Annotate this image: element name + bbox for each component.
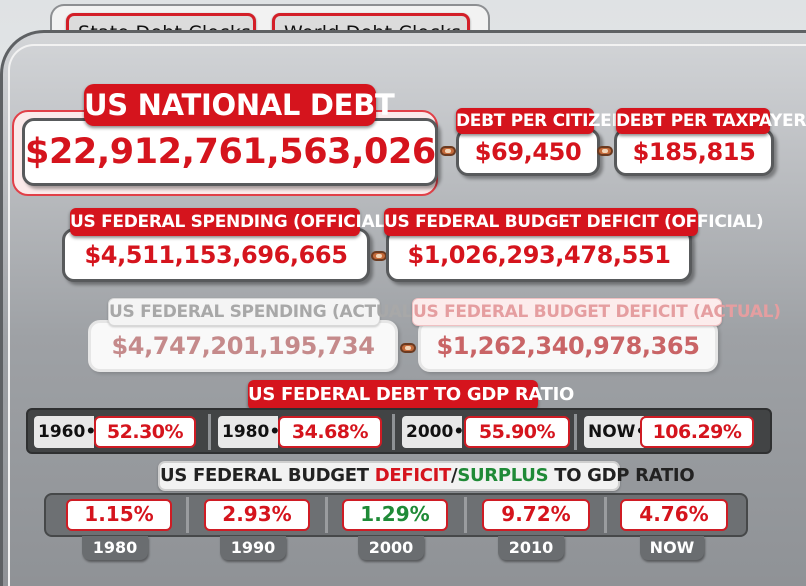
deficit-surplus-value[interactable]: 9.72% [482, 499, 590, 531]
deficit-surplus-to-gdp-label: US FEDERAL BUDGET DEFICIT/SURPLUS TO GDP… [158, 461, 695, 491]
debt-to-gdp-value: 52.30% [94, 416, 196, 448]
debt-to-gdp-year: 1960• [34, 416, 96, 448]
divider [208, 414, 211, 450]
divider [186, 497, 189, 533]
deficit-actual-value[interactable]: $1,262,340,978,365 [418, 320, 718, 372]
divider [325, 497, 328, 533]
connector-icon [597, 146, 613, 156]
debt-to-gdp-label: US FEDERAL DEBT TO GDP RATIO [248, 380, 574, 410]
debt-per-citizen-value[interactable]: $69,450 [456, 128, 600, 176]
debt-to-gdp-value: 106.29% [640, 416, 754, 448]
spending-actual-value[interactable]: $4,747,201,195,734 [88, 320, 398, 372]
spending-official-value[interactable]: $4,511,153,696,665 [62, 228, 370, 282]
deficit-surplus-value[interactable]: 1.15% [66, 499, 172, 531]
debt-to-gdp-value: 34.68% [278, 416, 382, 448]
debt-per-taxpayer-value[interactable]: $185,815 [614, 128, 774, 176]
divider [604, 497, 607, 533]
debt-to-gdp-year: 1980• [218, 416, 280, 448]
national-debt-label: US NATIONAL DEBT [84, 84, 395, 126]
debt-per-taxpayer-label: DEBT PER TAXPAYER [616, 108, 806, 134]
deficit-surplus-value[interactable]: 4.76% [620, 499, 728, 531]
debt-to-gdp-item[interactable]: 2000• 55.90% [396, 414, 576, 450]
deficit-surplus-year: 2000 [358, 536, 424, 560]
deficit-surplus-year: 2010 [498, 536, 564, 560]
deficit-actual-label: US FEDERAL BUDGET DEFICIT (ACTUAL) [412, 298, 781, 326]
connector-icon [400, 343, 416, 353]
connector-icon [440, 146, 456, 156]
national-debt-value[interactable]: $22,912,761,563,026 [22, 118, 438, 186]
clock-frame-inner [8, 44, 806, 586]
divider [392, 414, 395, 450]
deficit-official-value[interactable]: $1,026,293,478,551 [386, 228, 692, 282]
debt-to-gdp-year: 2000• [402, 416, 464, 448]
deficit-surplus-strip: 1.15% 2.93% 1.29% 9.72% 4.76% [44, 493, 748, 537]
debt-to-gdp-strip: 1960• 52.30% 1980• 34.68% 2000• 55.90% N… [26, 408, 772, 454]
debt-to-gdp-year: NOW• [584, 416, 646, 448]
debt-to-gdp-item[interactable]: 1960• 52.30% [28, 414, 208, 450]
debt-to-gdp-item[interactable]: 1980• 34.68% [212, 414, 392, 450]
spending-actual-label: US FEDERAL SPENDING (ACTUAL) [108, 298, 420, 326]
debt-to-gdp-value: 55.90% [464, 416, 570, 448]
connector-icon [371, 251, 387, 261]
divider [574, 414, 577, 450]
deficit-surplus-year: 1980 [82, 536, 148, 560]
spending-official-label: US FEDERAL SPENDING (OFFICIAL) [70, 208, 393, 236]
deficit-surplus-year: 1990 [220, 536, 286, 560]
debt-per-citizen-label: DEBT PER CITIZEN [456, 108, 626, 134]
deficit-surplus-value[interactable]: 1.29% [342, 499, 448, 531]
deficit-surplus-year: NOW [640, 536, 704, 560]
divider [464, 497, 467, 533]
debt-to-gdp-item[interactable]: NOW• 106.29% [578, 414, 768, 450]
deficit-surplus-value[interactable]: 2.93% [204, 499, 310, 531]
deficit-official-label: US FEDERAL BUDGET DEFICIT (OFFICIAL) [384, 208, 764, 236]
